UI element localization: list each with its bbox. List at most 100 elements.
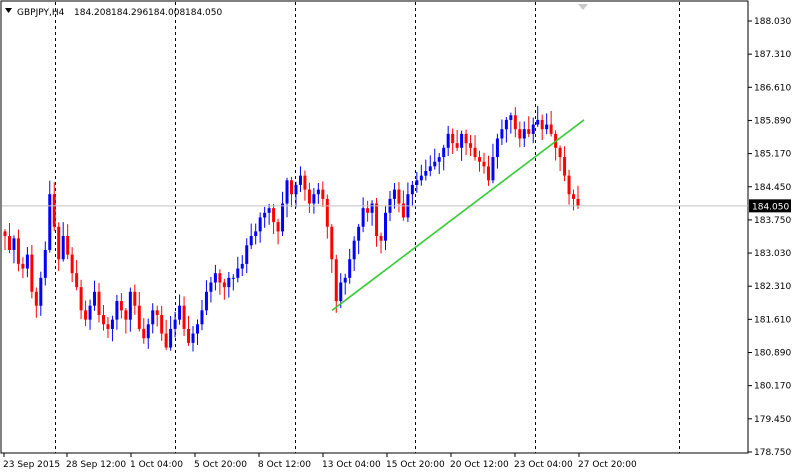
bear-candle [97, 291, 101, 315]
bull-candle [343, 277, 347, 283]
bear-candle [182, 305, 186, 329]
bear-candle [119, 301, 123, 311]
bear-candle [334, 259, 338, 302]
bull-candle [424, 171, 428, 176]
price-axis-label: 185.890 [754, 116, 791, 126]
bear-candle [70, 254, 74, 274]
price-axis-label: 186.610 [754, 83, 791, 93]
bull-candle [178, 305, 182, 320]
bear-candle [276, 222, 280, 232]
bear-candle [563, 157, 567, 176]
bear-candle [572, 194, 576, 199]
bull-candle [410, 184, 414, 195]
bear-candle [330, 226, 334, 260]
bull-candle [43, 249, 47, 278]
bear-candle [155, 310, 159, 315]
bear-candle [486, 166, 490, 181]
time-axis-label: 15 Oct 20:00 [386, 460, 445, 470]
time-axis-label: 13 Oct 04:00 [322, 460, 381, 470]
bull-candle [240, 263, 244, 269]
bull-candle [263, 212, 267, 218]
bear-candle [7, 236, 11, 250]
bull-candle [281, 203, 285, 232]
bull-candle [348, 259, 352, 278]
bull-candle [93, 291, 97, 306]
bear-candle [57, 226, 61, 260]
bull-candle [504, 119, 508, 130]
current-price-label-background [749, 199, 791, 213]
bear-candle [79, 287, 83, 311]
bull-candle [128, 291, 132, 320]
bear-candle [290, 180, 293, 195]
bear-candle [469, 143, 473, 148]
bear-candle [303, 175, 307, 190]
bull-candle [392, 189, 396, 199]
bull-candle [227, 277, 231, 288]
price-axis-label: 178.750 [754, 448, 791, 458]
bear-candle [106, 324, 110, 329]
bear-candle [473, 147, 477, 158]
plot-frame [0, 0, 749, 454]
bear-candle [164, 333, 168, 348]
bear-candle [307, 189, 311, 204]
bull-candle [245, 245, 249, 264]
bear-candle [66, 236, 70, 255]
time-axis[interactable]: 23 Sep 2015 28 Sep 12:00 1 Oct 04:00 5 Oct … [3, 453, 637, 470]
bull-candle [495, 138, 499, 158]
bull-candle [384, 212, 388, 241]
bear-candle [478, 157, 482, 162]
bull-candle [195, 324, 199, 334]
bull-candle [169, 328, 173, 348]
time-axis-label: 5 Oct 20:00 [194, 460, 247, 470]
open-value: 184.208 [74, 8, 111, 18]
bear-candle [558, 147, 562, 158]
bull-candle [446, 133, 450, 148]
bull-candle [437, 157, 441, 162]
bull-candle [25, 254, 29, 269]
bull-candle [339, 282, 343, 302]
bull-candle [442, 147, 446, 158]
bear-candle [52, 194, 56, 227]
bear-candle [464, 133, 468, 144]
bear-candle [124, 310, 128, 320]
bear-candle [379, 236, 383, 241]
price-axis-label: 182.310 [754, 282, 791, 292]
bull-candle [200, 310, 204, 325]
bull-candle [316, 189, 320, 195]
bull-candle [267, 208, 271, 213]
bull-candle [522, 129, 526, 139]
bull-candle [191, 333, 195, 343]
bear-candle [137, 305, 141, 329]
bull-candle [312, 194, 316, 204]
bull-candle [236, 268, 240, 278]
bear-candle [375, 203, 379, 237]
triangle-down-icon[interactable] [578, 4, 588, 10]
time-axis-label: 27 Oct 20:00 [578, 460, 637, 470]
bull-candle [258, 217, 262, 232]
bull-candle [545, 124, 549, 130]
bear-candle [21, 263, 25, 269]
price-axis[interactable]: 188.030 187.310 186.610 185.890 185.170 184.4… [748, 17, 791, 458]
bull-candle [146, 324, 150, 339]
price-axis-label: 188.030 [754, 17, 791, 27]
symbol-label: GBPJPY,H4 [17, 8, 65, 18]
bear-candle [16, 238, 20, 264]
bear-candle [513, 115, 517, 130]
bear-candle [133, 291, 137, 306]
bull-candle [500, 129, 504, 139]
bull-candle [39, 277, 43, 306]
bull-candle [298, 175, 302, 185]
bear-candle [3, 231, 7, 237]
bull-candle [12, 238, 16, 250]
triangle-down-icon[interactable] [5, 8, 12, 13]
bear-candle [30, 254, 34, 292]
time-axis-label: 28 Sep 12:00 [66, 460, 126, 470]
bull-candle [491, 157, 495, 181]
trendline[interactable] [331, 119, 585, 311]
bull-candle [460, 133, 464, 148]
bear-candle [218, 273, 222, 283]
bull-candle [48, 194, 52, 250]
price-axis-label: 185.170 [754, 150, 791, 160]
